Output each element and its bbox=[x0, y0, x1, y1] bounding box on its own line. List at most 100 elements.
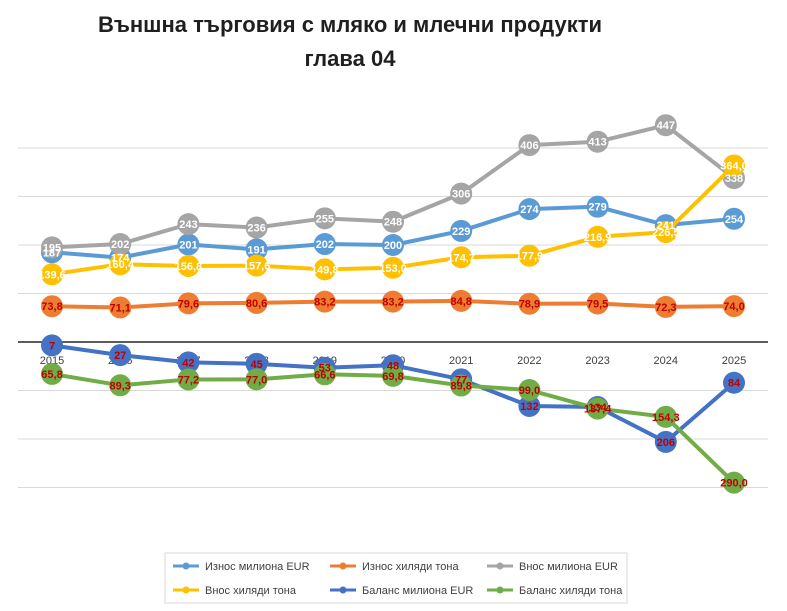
legend-label: Внос милиона EUR bbox=[519, 561, 618, 573]
series-4 bbox=[41, 154, 745, 286]
data-label: 154,3 bbox=[652, 412, 680, 424]
data-point bbox=[654, 295, 677, 318]
legend-item: Баланс милиона EUR bbox=[330, 585, 473, 597]
data-label: 229 bbox=[452, 226, 470, 238]
legend-item: Внос хиляди тона bbox=[173, 585, 297, 597]
data-point bbox=[450, 374, 473, 397]
data-label: 254 bbox=[725, 214, 744, 226]
data-point bbox=[723, 207, 745, 230]
data-point bbox=[586, 195, 609, 218]
data-label: 83,2 bbox=[314, 297, 335, 309]
legend-swatch-dot bbox=[496, 562, 504, 570]
data-label: 364,0 bbox=[720, 160, 748, 172]
data-point bbox=[313, 290, 336, 313]
data-label: 187 bbox=[43, 247, 61, 259]
data-label: 139,6 bbox=[38, 269, 66, 281]
data-label: 66,6 bbox=[314, 369, 335, 381]
data-point bbox=[245, 254, 268, 277]
data-point bbox=[41, 263, 63, 286]
data-label: 279 bbox=[588, 202, 606, 214]
data-point bbox=[177, 213, 200, 236]
data-label: 195 bbox=[43, 242, 61, 254]
data-point bbox=[245, 352, 268, 375]
x-tick-label: 2022 bbox=[517, 355, 541, 367]
data-label: 134 bbox=[588, 402, 607, 414]
data-point bbox=[313, 258, 336, 281]
chart-title-line-2: глава 04 bbox=[304, 46, 396, 71]
data-label: 243 bbox=[179, 219, 197, 231]
data-point bbox=[109, 344, 132, 367]
data-point bbox=[109, 253, 132, 276]
data-point bbox=[41, 295, 63, 318]
data-point bbox=[109, 296, 132, 319]
data-label: 137,4 bbox=[584, 404, 612, 416]
data-label: 241 bbox=[657, 220, 675, 232]
data-point bbox=[654, 405, 677, 428]
data-label: 174 bbox=[111, 253, 130, 265]
legend-item: Износ милиона EUR bbox=[173, 561, 310, 573]
data-label: 48 bbox=[387, 360, 399, 372]
series-2 bbox=[41, 289, 745, 319]
data-label: 83,2 bbox=[382, 297, 403, 309]
data-point bbox=[382, 234, 404, 256]
data-label: 7 bbox=[49, 340, 55, 352]
data-point bbox=[245, 216, 268, 239]
data-label: 216,9 bbox=[584, 232, 612, 244]
legend-swatch-dot bbox=[339, 586, 347, 594]
series-3 bbox=[41, 114, 745, 259]
data-point bbox=[177, 254, 200, 277]
data-label: 99,0 bbox=[519, 385, 540, 397]
legend-label: Износ милиона EUR bbox=[205, 561, 310, 573]
data-point bbox=[586, 130, 609, 153]
data-label: 406 bbox=[520, 140, 538, 152]
series-6 bbox=[41, 362, 745, 494]
data-point bbox=[382, 256, 404, 279]
x-tick-label: 2025 bbox=[722, 355, 746, 367]
data-point bbox=[518, 292, 541, 315]
legend: Износ милиона EUR Износ хиляди тона Внос м… bbox=[164, 552, 628, 604]
data-label: 160,4 bbox=[106, 259, 134, 271]
data-label: 191 bbox=[247, 244, 265, 256]
data-label: 69,8 bbox=[382, 371, 403, 383]
data-point bbox=[586, 225, 609, 248]
data-point bbox=[41, 236, 63, 259]
data-point bbox=[654, 430, 677, 453]
data-point bbox=[313, 363, 336, 386]
legend-label: Внос хиляди тона bbox=[205, 585, 297, 597]
data-label: 132 bbox=[520, 401, 538, 413]
data-label: 201 bbox=[179, 240, 197, 252]
data-label: 78,9 bbox=[519, 299, 540, 311]
data-label: 202 bbox=[111, 239, 129, 251]
data-point bbox=[109, 233, 132, 256]
data-label: 248 bbox=[384, 217, 402, 229]
data-point bbox=[177, 292, 200, 315]
data-point bbox=[518, 379, 541, 402]
data-label: 206 bbox=[657, 437, 675, 449]
data-label: 79,5 bbox=[587, 298, 608, 310]
data-label: 153,0 bbox=[379, 263, 407, 275]
data-label: 84,8 bbox=[450, 296, 471, 308]
legend-swatch-dot bbox=[182, 562, 190, 570]
data-label: 77 bbox=[455, 374, 467, 386]
data-point bbox=[382, 290, 404, 313]
data-label: 290,0 bbox=[720, 478, 748, 490]
legend-item: Износ хиляди тона bbox=[330, 561, 459, 573]
data-point bbox=[450, 219, 473, 242]
data-label: 73,8 bbox=[41, 301, 62, 313]
data-point bbox=[654, 221, 677, 244]
x-tick-label: 2015 bbox=[40, 355, 64, 367]
data-point bbox=[245, 291, 268, 314]
data-label: 177,9 bbox=[516, 251, 544, 263]
legend-swatch-dot bbox=[496, 586, 504, 594]
data-label: 80,6 bbox=[246, 298, 267, 310]
data-point bbox=[313, 207, 336, 230]
data-point bbox=[41, 334, 63, 357]
data-label: 274 bbox=[520, 204, 539, 216]
data-label: 306 bbox=[452, 189, 470, 201]
data-label: 156,8 bbox=[175, 261, 203, 273]
series-1 bbox=[41, 195, 745, 269]
data-point bbox=[177, 233, 200, 256]
data-point bbox=[654, 114, 677, 137]
